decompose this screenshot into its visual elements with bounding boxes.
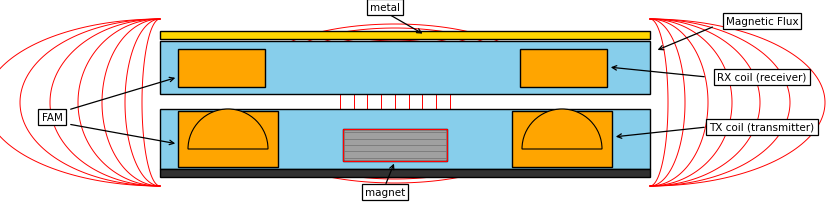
Bar — [511, 111, 611, 167]
Bar — [160, 110, 649, 169]
Bar — [178, 50, 265, 88]
Wedge shape — [188, 110, 268, 149]
Wedge shape — [521, 110, 601, 149]
Bar — [160, 42, 649, 94]
Text: magnet: magnet — [365, 187, 404, 197]
Bar — [160, 169, 649, 177]
Text: RX coil (receiver): RX coil (receiver) — [716, 73, 805, 83]
Bar — [342, 129, 447, 161]
Text: metal: metal — [370, 3, 399, 13]
Text: TX coil (transmitter): TX coil (transmitter) — [709, 122, 814, 132]
Bar — [342, 129, 447, 161]
Bar — [519, 50, 606, 88]
Text: FAM: FAM — [41, 112, 62, 122]
Bar — [160, 32, 649, 40]
Bar — [178, 111, 278, 167]
Text: Magnetic Flux: Magnetic Flux — [724, 17, 797, 27]
